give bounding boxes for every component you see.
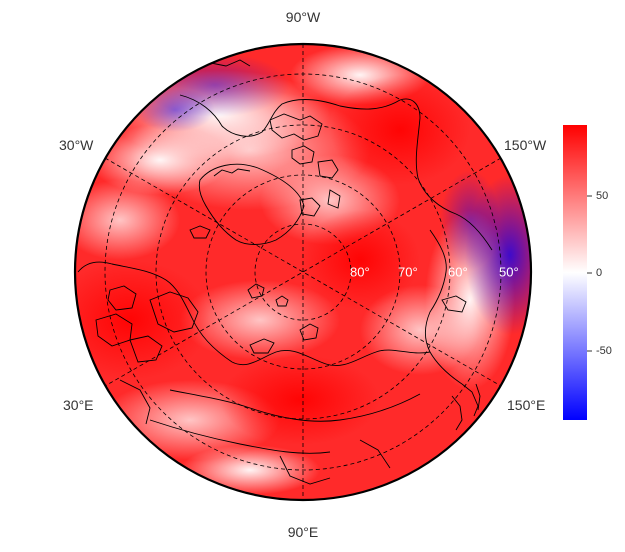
latitude-label-70: 70° bbox=[398, 264, 418, 279]
colorbar-label-0: 0 bbox=[596, 267, 602, 279]
longitude-label-150e: 150°E bbox=[507, 397, 545, 413]
longitude-label-150w: 150°W bbox=[504, 137, 547, 153]
colorbar-label-minus-50: -50 bbox=[596, 345, 612, 357]
longitude-label-30e: 30°E bbox=[63, 397, 94, 413]
meridian-150 bbox=[104, 157, 502, 387]
map-boundary bbox=[73, 42, 533, 502]
longitude-label-30w: 30°W bbox=[59, 137, 94, 153]
longitude-label-90w: 90°W bbox=[286, 9, 321, 25]
parallel-70 bbox=[205, 174, 401, 370]
anomaly-field bbox=[75, 44, 531, 500]
graticule bbox=[104, 44, 502, 500]
latitude-label-60: 60° bbox=[448, 264, 468, 279]
parallel-60 bbox=[155, 124, 451, 420]
colorbar-label-50: 50 bbox=[596, 190, 608, 202]
parallel-80 bbox=[254, 223, 352, 321]
longitude-label-90e: 90°E bbox=[288, 524, 319, 540]
colorbar-ramp bbox=[563, 125, 587, 420]
latitude-label-50: 50° bbox=[499, 264, 519, 279]
latitude-label-80: 80° bbox=[350, 264, 370, 279]
meridian-30 bbox=[104, 157, 502, 387]
colorbar: 50 0 -50 bbox=[563, 125, 612, 420]
